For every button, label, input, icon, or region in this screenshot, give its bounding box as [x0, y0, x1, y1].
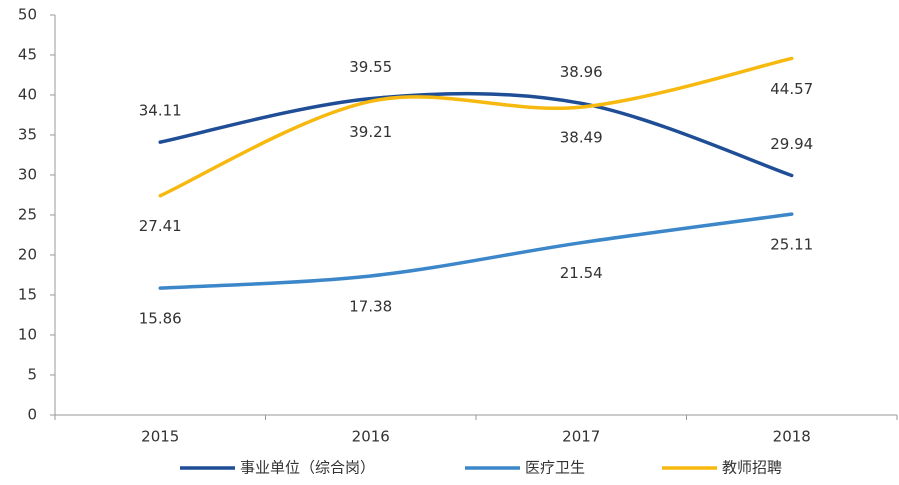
data-label: 27.41 — [139, 217, 182, 235]
line — [158, 56, 794, 198]
y-tick-label: 30 — [18, 166, 37, 184]
legend-label: 医疗卫生 — [525, 459, 585, 477]
data-label: 39.55 — [349, 58, 392, 76]
data-label: 17.38 — [349, 297, 392, 315]
y-tick-label: 40 — [18, 86, 37, 104]
y-tick-label: 20 — [18, 246, 37, 264]
x-tick-label: 2015 — [141, 428, 179, 446]
line — [158, 91, 794, 178]
y-tick-label: 5 — [27, 366, 37, 384]
data-label: 25.11 — [770, 236, 813, 254]
data-label: 34.11 — [139, 102, 182, 120]
data-label: 39.21 — [349, 123, 392, 141]
data-label: 44.57 — [770, 80, 813, 98]
legend-label: 事业单位（综合岗） — [240, 459, 375, 477]
data-label: 38.49 — [560, 129, 603, 147]
legend-label: 教师招聘 — [722, 459, 782, 477]
data-label: 38.96 — [560, 63, 603, 81]
y-tick-label: 45 — [18, 46, 37, 64]
y-tick-label: 35 — [18, 126, 37, 144]
y-tick-label: 15 — [18, 286, 37, 304]
y-tick-label: 25 — [18, 206, 37, 224]
x-tick-label: 2016 — [352, 428, 390, 446]
data-label: 29.94 — [770, 135, 813, 153]
y-tick-label: 50 — [18, 6, 37, 24]
line — [158, 212, 794, 290]
data-label: 21.54 — [560, 264, 603, 282]
y-tick-label: 0 — [27, 406, 37, 424]
x-tick-label: 2018 — [773, 428, 811, 446]
y-tick-label: 10 — [18, 326, 37, 344]
data-label: 15.86 — [139, 310, 182, 328]
x-tick-label: 2017 — [562, 428, 600, 446]
